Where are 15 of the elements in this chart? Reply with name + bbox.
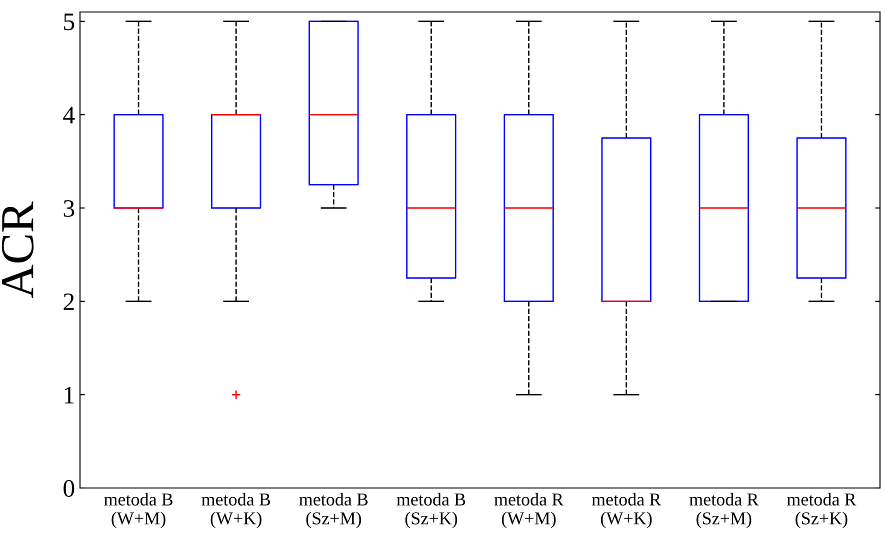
- y-tick-label: 1: [64, 386, 74, 404]
- x-tick-label: metoda R (Sz+M): [689, 492, 759, 528]
- y-axis-title: ACR: [2, 202, 34, 298]
- x-tick-label: metoda B (Sz+M): [299, 492, 368, 528]
- y-tick-label: 5: [64, 14, 74, 30]
- x-tick-label: metoda B (Sz+K): [396, 492, 466, 528]
- y-tick-label: 0: [64, 480, 74, 497]
- x-tick-label: metoda B (W+M): [104, 492, 173, 528]
- y-tick-label: 3: [64, 200, 74, 217]
- y-tick-label: 2: [64, 293, 74, 310]
- x-tick-label: metoda R (W+K): [592, 492, 662, 528]
- x-tick-label: metoda B (W+K): [202, 492, 270, 528]
- x-tick-label: metoda R (W+M): [494, 492, 564, 528]
- x-tick-label: metoda R (Sz+K): [786, 492, 856, 528]
- y-tick-label: 4: [63, 106, 75, 124]
